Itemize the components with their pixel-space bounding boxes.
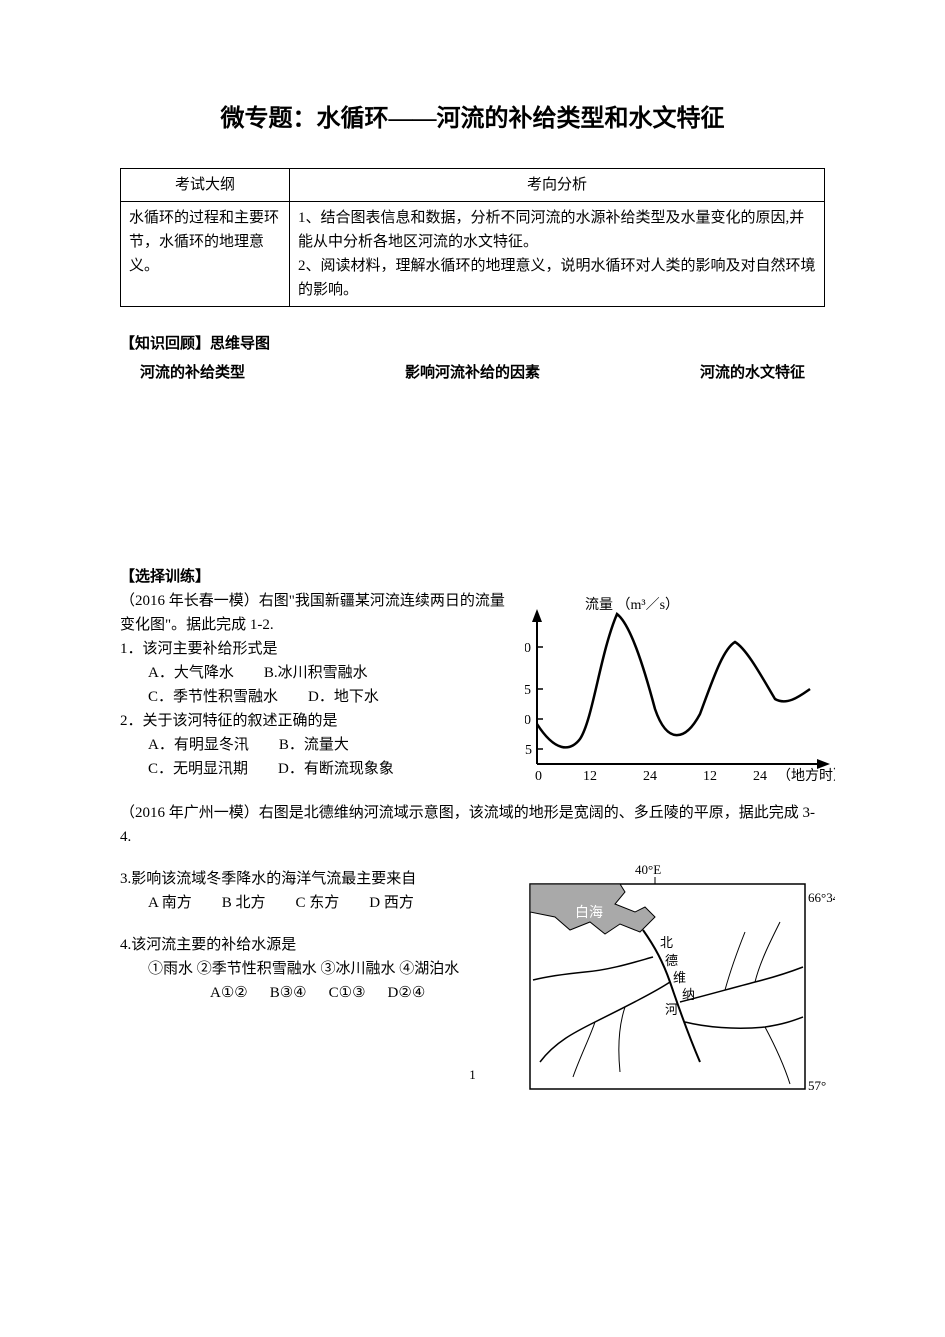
q1-d: D．地下水 (308, 685, 379, 709)
q34-stem: （2016 年广州一模）右图是北德维纳河流域示意图，该流域的地形是宽阔的、多丘陵… (120, 801, 825, 849)
th-outline: 考试大纲 (121, 169, 290, 202)
q2-b: B．流量大 (279, 733, 349, 757)
trib9 (725, 932, 745, 990)
question-block-34: 3.影响该流域冬季降水的海洋气流最主要来自 A 南方 B 北方 C 东方 D 西… (120, 867, 825, 1005)
q3-a: A 南方 (148, 891, 192, 915)
chart1-ylabel: 流量 （m³／s） (585, 597, 679, 613)
xt12b: 12 (703, 769, 717, 784)
flow-chart: 流量 （m³／s） 5 10 15 20 0 12 24 12 24 （地方时） (525, 594, 835, 784)
q1-a: A．大气降水 (148, 661, 234, 685)
trib6 (755, 922, 780, 982)
trib3 (685, 1017, 803, 1028)
td-outline: 水循环的过程和主要环节，水循环的地理意义。 (121, 202, 290, 307)
yt15: 15 (525, 683, 531, 698)
q2: 2．关于该河特征的叙述正确的是 (120, 709, 508, 733)
analysis-2: 2、阅读材料，理解水循环的地理意义，说明水循环对人类的影响及对自然环境的影响。 (298, 254, 816, 302)
q4-opts: ①雨水 ②季节性积雪融水 ③冰川融水 ④湖泊水 (120, 957, 529, 981)
q4-b: B③④ (270, 981, 307, 1005)
map-top-label: 40°E (635, 862, 661, 877)
trib2 (680, 967, 803, 1002)
q4: 4.该河流主要的补给水源是 (120, 933, 529, 957)
trib1 (540, 982, 670, 1062)
question-block-12: （2016 年长春一模）右图"我国新疆某河流连续两日的流量变化图"。据此完成 1… (120, 589, 825, 781)
yt5: 5 (525, 743, 532, 758)
sea-label: 白海 (575, 905, 603, 921)
analysis-1: 1、结合图表信息和数据，分析不同河流的水源补给类型及水量变化的原因,并能从中分析… (298, 206, 816, 254)
xt24b: 24 (753, 769, 767, 784)
flow-line (537, 614, 810, 747)
trib8 (619, 1007, 625, 1072)
q4-a: A①② (210, 981, 248, 1005)
xt12a: 12 (583, 769, 597, 784)
th-analysis: 考向分析 (289, 169, 824, 202)
river-map: 40°E 66°34′ 57° 白海 北 德 维 纳 河 (525, 862, 835, 1102)
td-analysis: 1、结合图表信息和数据，分析不同河流的水源补给类型及水量变化的原因,并能从中分析… (289, 202, 824, 307)
rc3: 维 (673, 970, 686, 985)
map-lat-top: 66°34′ (808, 890, 835, 905)
q2-a: A．有明显冬汛 (148, 733, 249, 757)
q4-c: C①③ (329, 981, 366, 1005)
q3-c: C 东方 (296, 891, 340, 915)
xt0: 0 (535, 769, 542, 784)
chart1-xlabel: （地方时） (777, 768, 835, 784)
q3: 3.影响该流域冬季降水的海洋气流最主要来自 (120, 867, 529, 891)
rc2: 德 (665, 953, 678, 968)
yt10: 10 (525, 713, 531, 728)
x-arrow (817, 759, 830, 769)
page-title: 微专题：水循环——河流的补给类型和水文特征 (120, 100, 825, 138)
trib7 (765, 1027, 790, 1084)
q2-d: D．有断流现象象 (278, 757, 394, 781)
map-lat-bot: 57° (808, 1078, 826, 1093)
trib4 (533, 957, 653, 980)
mindmap-c3: 河流的水文特征 (700, 361, 805, 385)
q4-d: D②④ (388, 981, 426, 1005)
q3-d: D 西方 (369, 891, 414, 915)
mindmap-c2: 影响河流补给的因素 (405, 361, 540, 385)
y-arrow (532, 609, 542, 622)
q1-c: C．季节性积雪融水 (148, 685, 278, 709)
q1-b: B.冰川积雪融水 (264, 661, 368, 685)
mindmap-label: 【知识回顾】思维导图 (120, 332, 825, 356)
outline-table: 考试大纲 考向分析 水循环的过程和主要环节，水循环的地理意义。 1、结合图表信息… (120, 168, 825, 307)
q1: 1．该河主要补给形式是 (120, 637, 508, 661)
xt24a: 24 (643, 769, 657, 784)
rc1: 北 (660, 935, 673, 950)
q2-c: C．无明显汛期 (148, 757, 248, 781)
select-label: 【选择训练】 (120, 565, 825, 589)
q3-b: B 北方 (222, 891, 266, 915)
mindmap-row: 河流的补给类型 影响河流补给的因素 河流的水文特征 (120, 361, 825, 385)
yt20: 20 (525, 641, 531, 656)
trib5 (573, 1022, 595, 1077)
rc4: 纳 (682, 987, 695, 1002)
mindmap-c1: 河流的补给类型 (140, 361, 245, 385)
q12-stem: （2016 年长春一模）右图"我国新疆某河流连续两日的流量变化图"。据此完成 1… (120, 589, 508, 637)
rc5: 河 (665, 1002, 678, 1017)
